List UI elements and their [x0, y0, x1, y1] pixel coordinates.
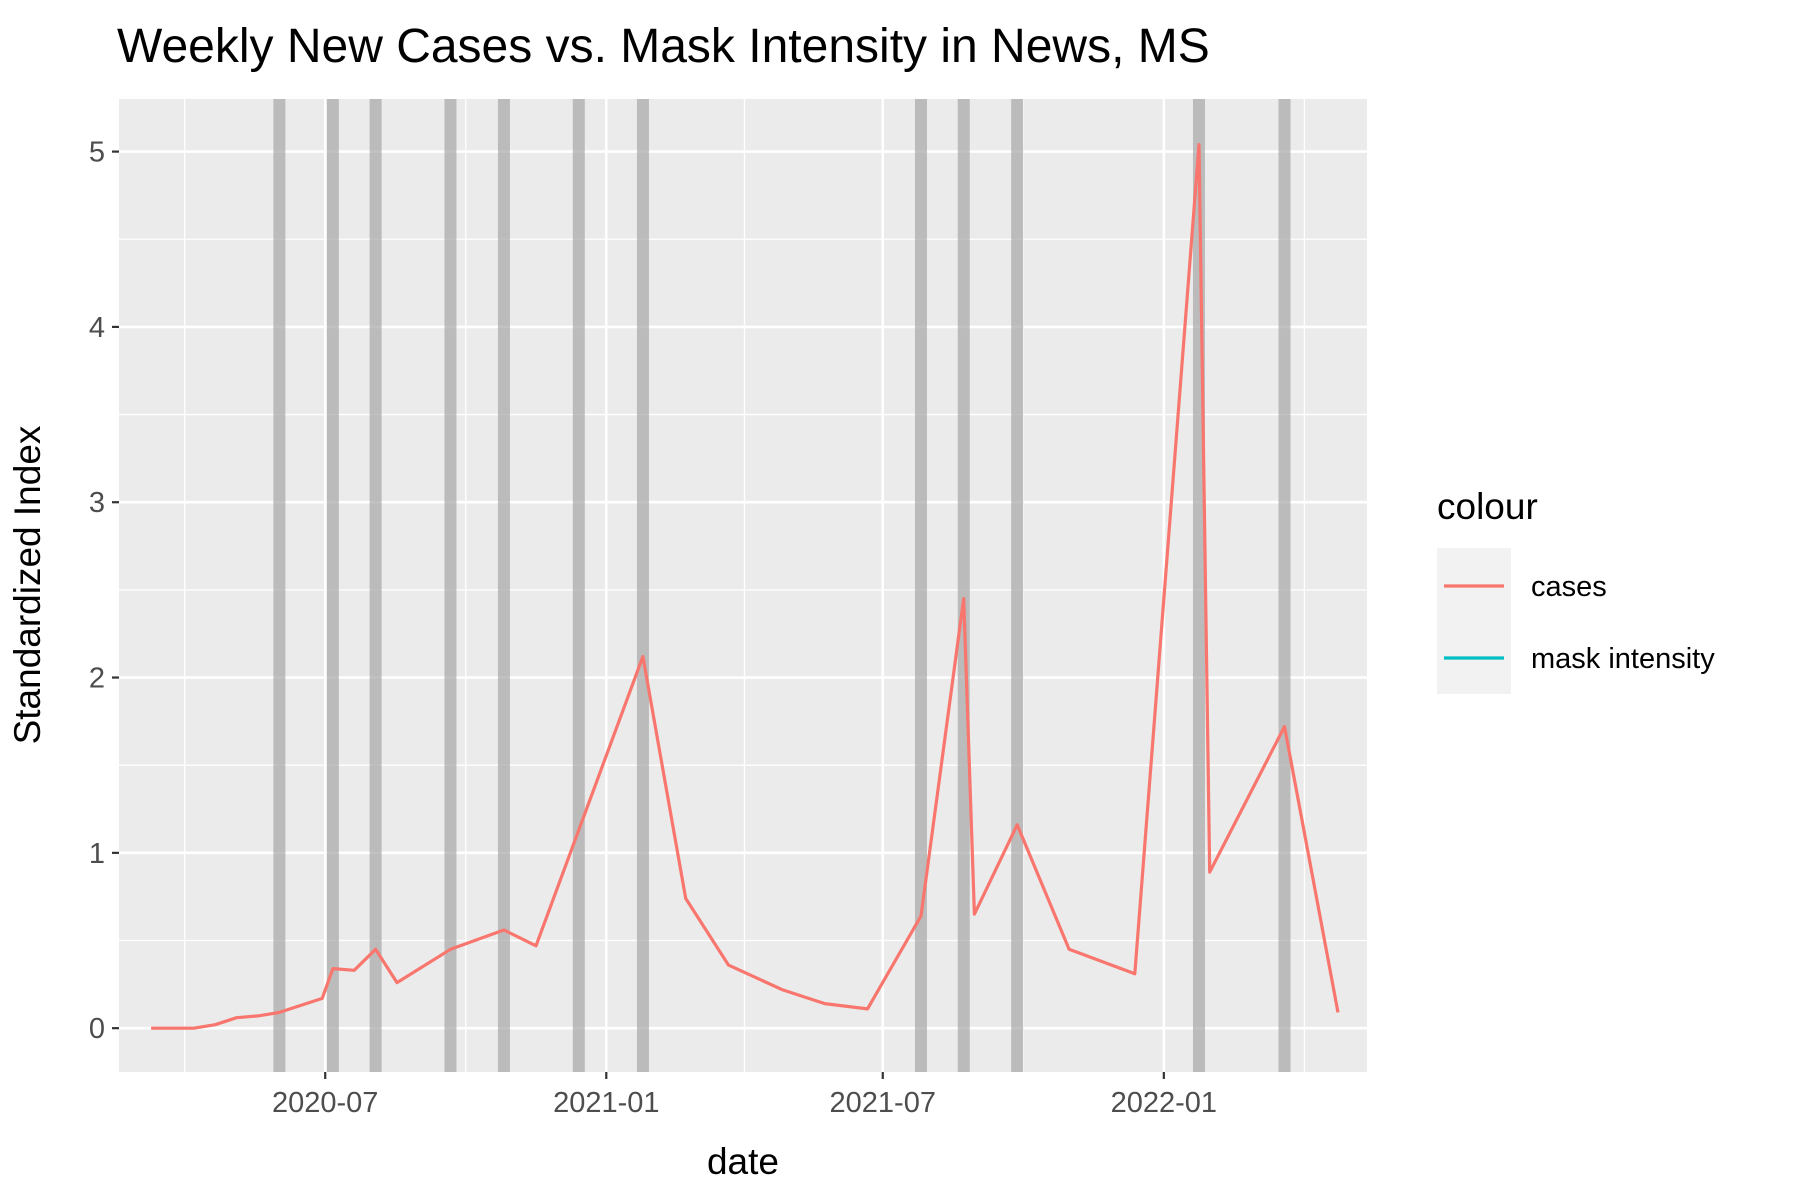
highlight-band [1011, 99, 1024, 1072]
y-tick-label: 2 [89, 663, 105, 695]
highlight-band [497, 99, 510, 1072]
highlight-band [957, 99, 970, 1072]
x-tick-label: 2020-07 [272, 1087, 378, 1119]
highlight-band [326, 99, 339, 1072]
series-layer [151, 143, 1340, 1030]
x-tick-label: 2021-01 [553, 1087, 659, 1119]
highlight-band [572, 99, 585, 1072]
y-tick-label: 4 [89, 312, 105, 344]
y-tick-label: 5 [89, 137, 105, 169]
highlight-band [914, 99, 927, 1072]
x-axis: 2020-07 2021-01 2021-07 2022-01 [272, 1072, 1217, 1119]
x-axis-title: date [707, 1141, 779, 1182]
legend-label: mask intensity [1531, 643, 1715, 675]
highlight-band [369, 99, 382, 1072]
highlight-bands [273, 99, 1291, 1072]
chart-title: Weekly New Cases vs. Mask Intensity in N… [117, 20, 1210, 73]
y-tick-label: 0 [89, 1013, 105, 1045]
legend: colour cases mask intensity [1437, 486, 1715, 694]
highlight-band [273, 99, 286, 1072]
y-axis-title: Standardized Index [7, 425, 48, 744]
legend-label: cases [1531, 571, 1607, 603]
highlight-band [444, 99, 457, 1072]
highlight-band [636, 99, 649, 1072]
x-tick-label: 2022-01 [1111, 1087, 1217, 1119]
series-line-cases [151, 143, 1340, 1030]
legend-title: colour [1437, 486, 1538, 527]
y-axis: 0 1 2 3 4 5 [89, 137, 119, 1045]
y-tick-label: 1 [89, 838, 105, 870]
highlight-band [1278, 99, 1291, 1072]
plot-panel [119, 99, 1367, 1072]
x-tick-label: 2021-07 [830, 1087, 936, 1119]
y-tick-label: 3 [89, 487, 105, 519]
legend-key-background [1437, 548, 1511, 694]
